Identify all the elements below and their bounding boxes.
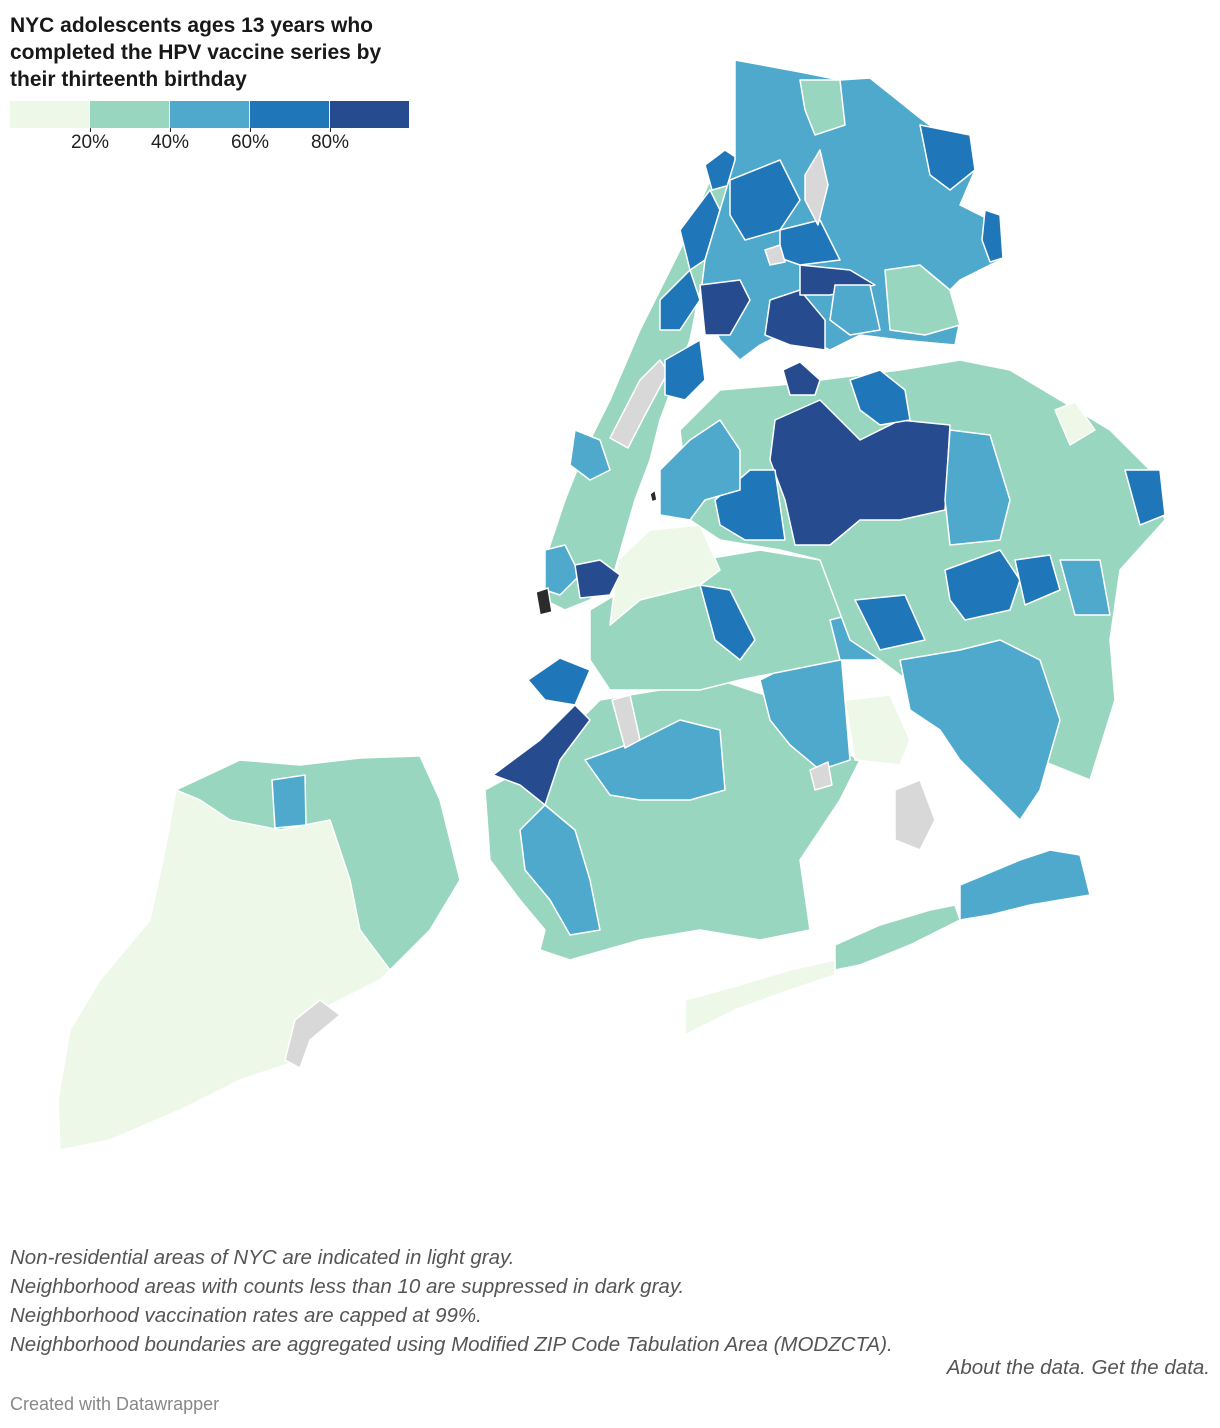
little-neck-area[interactable] bbox=[1054, 401, 1096, 446]
borough-park-area[interactable] bbox=[584, 719, 726, 801]
upper-manhattan-area[interactable] bbox=[659, 269, 701, 331]
get-data-link[interactable]: Get the data. bbox=[1091, 1356, 1210, 1379]
green-wood-cemetery[interactable] bbox=[611, 694, 641, 749]
bronx-park[interactable] bbox=[764, 244, 786, 266]
jackson-heights-area[interactable] bbox=[769, 399, 951, 546]
williamsburg-area[interactable] bbox=[699, 584, 756, 661]
queens-village-area[interactable] bbox=[1124, 469, 1166, 526]
legend-swatch-20-40 bbox=[90, 101, 169, 128]
legend-tick-label: 60% bbox=[230, 132, 270, 153]
color-legend: 20% 40% 60% 80% bbox=[10, 101, 410, 158]
midtown-area[interactable] bbox=[544, 544, 581, 596]
bay-ridge-area[interactable] bbox=[519, 804, 601, 936]
legend-tickmark bbox=[330, 128, 331, 132]
legend-color-bar bbox=[10, 101, 410, 128]
legend-swatch-40-60 bbox=[170, 101, 249, 128]
rockaway-central-area[interactable] bbox=[834, 904, 961, 971]
about-data-link[interactable]: About the data. bbox=[946, 1356, 1086, 1379]
sunset-park-area[interactable] bbox=[492, 704, 591, 806]
bronx-riverdale-area[interactable] bbox=[799, 79, 846, 136]
legend-ticks: 20% 40% 60% 80% bbox=[10, 128, 410, 158]
breezy-point-area[interactable] bbox=[684, 959, 836, 1036]
jamaica-area[interactable] bbox=[944, 549, 1021, 621]
map-notes: Non-residential areas of NYC are indicat… bbox=[10, 1243, 1210, 1359]
legend-tickmark bbox=[250, 128, 251, 132]
upper-east-side-area[interactable] bbox=[569, 429, 611, 481]
staten-island-tract-a[interactable] bbox=[271, 774, 307, 829]
roosevelt-island-suppressed[interactable] bbox=[649, 489, 658, 503]
van-cortlandt-park[interactable] bbox=[804, 149, 829, 226]
bronx-south-area[interactable] bbox=[699, 279, 751, 336]
south-jamaica-area[interactable] bbox=[854, 594, 926, 651]
legend-swatch-80-100 bbox=[330, 101, 409, 128]
greenpoint-area[interactable] bbox=[609, 524, 721, 626]
lower-east-side-area[interactable] bbox=[574, 559, 621, 599]
note-boundaries: Neighborhood boundaries are aggregated u… bbox=[10, 1333, 893, 1356]
legend-tick-label: 20% bbox=[70, 132, 110, 153]
note-capped: Neighborhood vaccination rates are cappe… bbox=[10, 1304, 482, 1327]
note-non-residential: Non-residential areas of NYC are indicat… bbox=[10, 1246, 515, 1269]
flushing-meadows-park[interactable] bbox=[809, 761, 833, 791]
bronx-pelham-area[interactable] bbox=[919, 124, 976, 191]
rikers-island[interactable] bbox=[782, 361, 821, 396]
map-title: NYC adolescents ages 13 years who comple… bbox=[10, 14, 382, 91]
nyc-choropleth-map bbox=[57, 59, 1166, 1151]
legend-swatch-60-80 bbox=[250, 101, 329, 128]
legend-tickmark bbox=[90, 128, 91, 132]
datawrapper-credit[interactable]: Created with Datawrapper bbox=[10, 1394, 220, 1414]
city-island-area[interactable] bbox=[981, 209, 1004, 263]
flushing-area[interactable] bbox=[849, 369, 911, 426]
legend-tick-label: 40% bbox=[150, 132, 190, 153]
legend-swatch-0-20 bbox=[10, 101, 89, 128]
harlem-area[interactable] bbox=[664, 339, 706, 401]
howard-beach-area[interactable] bbox=[844, 694, 911, 766]
legend-tickmark bbox=[170, 128, 171, 132]
queens-southeast-area[interactable] bbox=[1059, 559, 1111, 616]
staten-island-north-shore[interactable] bbox=[175, 755, 461, 971]
legend-tick-label: 80% bbox=[310, 132, 350, 153]
astoria-area[interactable] bbox=[659, 419, 741, 521]
springfield-gardens-area[interactable] bbox=[899, 639, 1061, 821]
jfk-airport[interactable] bbox=[894, 779, 936, 851]
data-links: About the data. Get the data. bbox=[947, 1356, 1210, 1380]
queens-east-area[interactable] bbox=[944, 429, 1011, 546]
hollis-area[interactable] bbox=[1014, 554, 1061, 606]
financial-district-suppressed[interactable] bbox=[535, 587, 553, 616]
staten-island-fresh-kills[interactable] bbox=[284, 999, 341, 1069]
red-hook-area[interactable] bbox=[527, 657, 591, 706]
note-suppressed: Neighborhood areas with counts less than… bbox=[10, 1275, 685, 1298]
bronx-parkchester-area[interactable] bbox=[829, 284, 881, 336]
far-rockaway-area[interactable] bbox=[959, 849, 1091, 921]
bronx-throgs-neck-area[interactable] bbox=[884, 264, 961, 336]
